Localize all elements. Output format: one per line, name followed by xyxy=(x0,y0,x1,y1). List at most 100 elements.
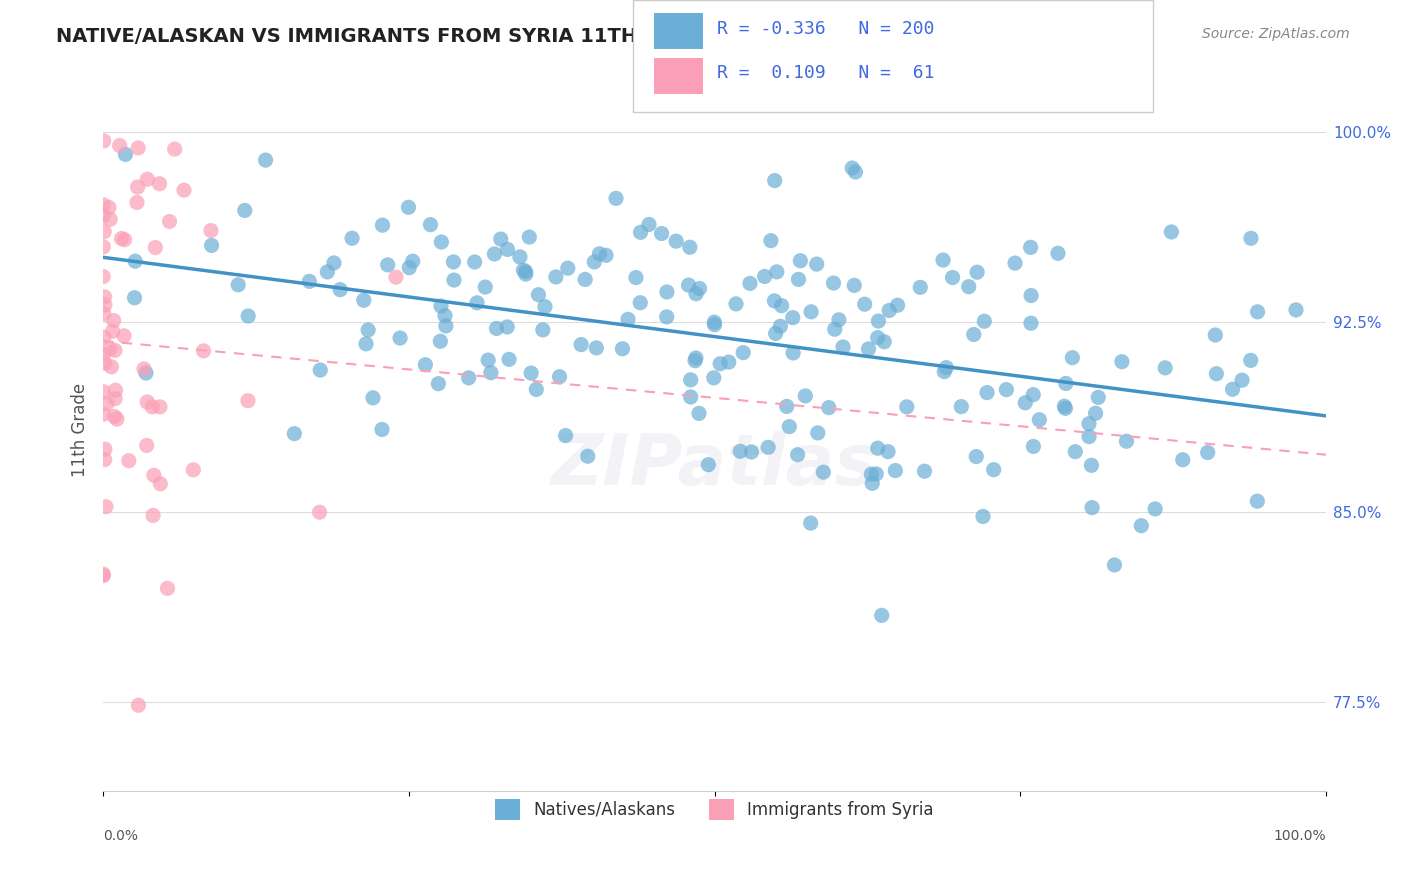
Immigrants from Syria xyxy=(136,172,159,186)
Natives/Alaskans xyxy=(1160,225,1182,239)
Natives/Alaskans xyxy=(415,358,437,372)
Natives/Alaskans xyxy=(651,227,673,241)
Natives/Alaskans xyxy=(860,476,883,491)
Immigrants from Syria xyxy=(100,359,122,374)
Natives/Alaskans xyxy=(832,340,855,354)
Natives/Alaskans xyxy=(932,253,955,268)
Natives/Alaskans xyxy=(1004,256,1026,270)
Natives/Alaskans xyxy=(200,238,222,252)
Immigrants from Syria xyxy=(98,212,121,227)
Natives/Alaskans xyxy=(1019,240,1042,254)
Natives/Alaskans xyxy=(457,371,479,385)
Natives/Alaskans xyxy=(316,265,339,279)
Natives/Alaskans xyxy=(298,274,321,288)
Natives/Alaskans xyxy=(853,297,876,311)
Natives/Alaskans xyxy=(886,298,908,312)
Immigrants from Syria xyxy=(127,698,149,713)
Natives/Alaskans xyxy=(697,458,720,472)
Natives/Alaskans xyxy=(973,314,995,328)
Natives/Alaskans xyxy=(361,391,384,405)
Natives/Alaskans xyxy=(910,280,932,294)
Natives/Alaskans xyxy=(585,341,607,355)
Immigrants from Syria xyxy=(163,142,186,156)
Natives/Alaskans xyxy=(464,255,486,269)
Natives/Alaskans xyxy=(738,277,761,291)
Natives/Alaskans xyxy=(782,310,804,325)
Immigrants from Syria xyxy=(91,209,114,223)
Immigrants from Syria xyxy=(125,195,148,210)
Natives/Alaskans xyxy=(624,270,647,285)
Natives/Alaskans xyxy=(703,318,725,332)
Natives/Alaskans xyxy=(778,419,800,434)
Natives/Alaskans xyxy=(683,353,706,368)
Natives/Alaskans xyxy=(740,445,762,459)
Natives/Alaskans xyxy=(443,255,465,269)
Natives/Alaskans xyxy=(576,449,599,463)
Natives/Alaskans xyxy=(398,200,420,214)
Natives/Alaskans xyxy=(548,369,571,384)
Immigrants from Syria xyxy=(93,134,115,148)
Immigrants from Syria xyxy=(142,508,165,523)
Immigrants from Syria xyxy=(112,328,135,343)
Immigrants from Syria xyxy=(142,468,165,483)
Immigrants from Syria xyxy=(105,412,128,426)
Immigrants from Syria xyxy=(93,307,115,321)
Natives/Alaskans xyxy=(655,285,678,299)
Text: Source: ZipAtlas.com: Source: ZipAtlas.com xyxy=(1202,27,1350,41)
Natives/Alaskans xyxy=(1246,305,1268,319)
Natives/Alaskans xyxy=(786,448,808,462)
Natives/Alaskans xyxy=(398,260,420,275)
Natives/Alaskans xyxy=(935,360,957,375)
Natives/Alaskans xyxy=(950,400,973,414)
Immigrants from Syria xyxy=(156,582,179,596)
Natives/Alaskans xyxy=(630,225,652,239)
Natives/Alaskans xyxy=(717,355,740,369)
Natives/Alaskans xyxy=(877,444,900,458)
Natives/Alaskans xyxy=(474,280,496,294)
Natives/Alaskans xyxy=(1104,558,1126,572)
Natives/Alaskans xyxy=(1054,376,1077,391)
Natives/Alaskans xyxy=(323,256,346,270)
Text: R = -0.336   N = 200: R = -0.336 N = 200 xyxy=(717,20,935,37)
Natives/Alaskans xyxy=(678,278,700,293)
Natives/Alaskans xyxy=(1240,353,1263,368)
Natives/Alaskans xyxy=(1084,406,1107,420)
Immigrants from Syria xyxy=(91,269,114,284)
Natives/Alaskans xyxy=(884,464,907,478)
Natives/Alaskans xyxy=(1230,373,1253,387)
Immigrants from Syria xyxy=(114,233,136,247)
Immigrants from Syria xyxy=(91,384,114,399)
Immigrants from Syria xyxy=(96,396,118,410)
Natives/Alaskans xyxy=(534,300,557,314)
Natives/Alaskans xyxy=(638,218,661,232)
Natives/Alaskans xyxy=(858,342,880,356)
Natives/Alaskans xyxy=(824,322,846,336)
Natives/Alaskans xyxy=(1204,328,1226,343)
Immigrants from Syria xyxy=(200,224,222,238)
Immigrants from Syria xyxy=(104,383,127,397)
Natives/Alaskans xyxy=(844,278,866,293)
Natives/Alaskans xyxy=(1205,367,1227,381)
Natives/Alaskans xyxy=(427,376,450,391)
Natives/Alaskans xyxy=(860,467,883,482)
Natives/Alaskans xyxy=(873,334,896,349)
Natives/Alaskans xyxy=(377,258,399,272)
Natives/Alaskans xyxy=(983,463,1005,477)
Natives/Alaskans xyxy=(283,426,305,441)
Natives/Alaskans xyxy=(1171,452,1194,467)
Natives/Alaskans xyxy=(226,277,249,292)
Natives/Alaskans xyxy=(942,270,965,285)
Immigrants from Syria xyxy=(94,442,117,457)
Natives/Alaskans xyxy=(419,218,441,232)
Natives/Alaskans xyxy=(509,250,531,264)
Natives/Alaskans xyxy=(1019,316,1042,330)
Natives/Alaskans xyxy=(485,321,508,335)
Natives/Alaskans xyxy=(794,389,817,403)
Natives/Alaskans xyxy=(309,363,332,377)
Natives/Alaskans xyxy=(389,331,412,345)
Natives/Alaskans xyxy=(354,336,377,351)
Natives/Alaskans xyxy=(1054,401,1077,416)
Natives/Alaskans xyxy=(238,309,260,323)
Immigrants from Syria xyxy=(93,407,115,421)
Immigrants from Syria xyxy=(149,476,172,491)
